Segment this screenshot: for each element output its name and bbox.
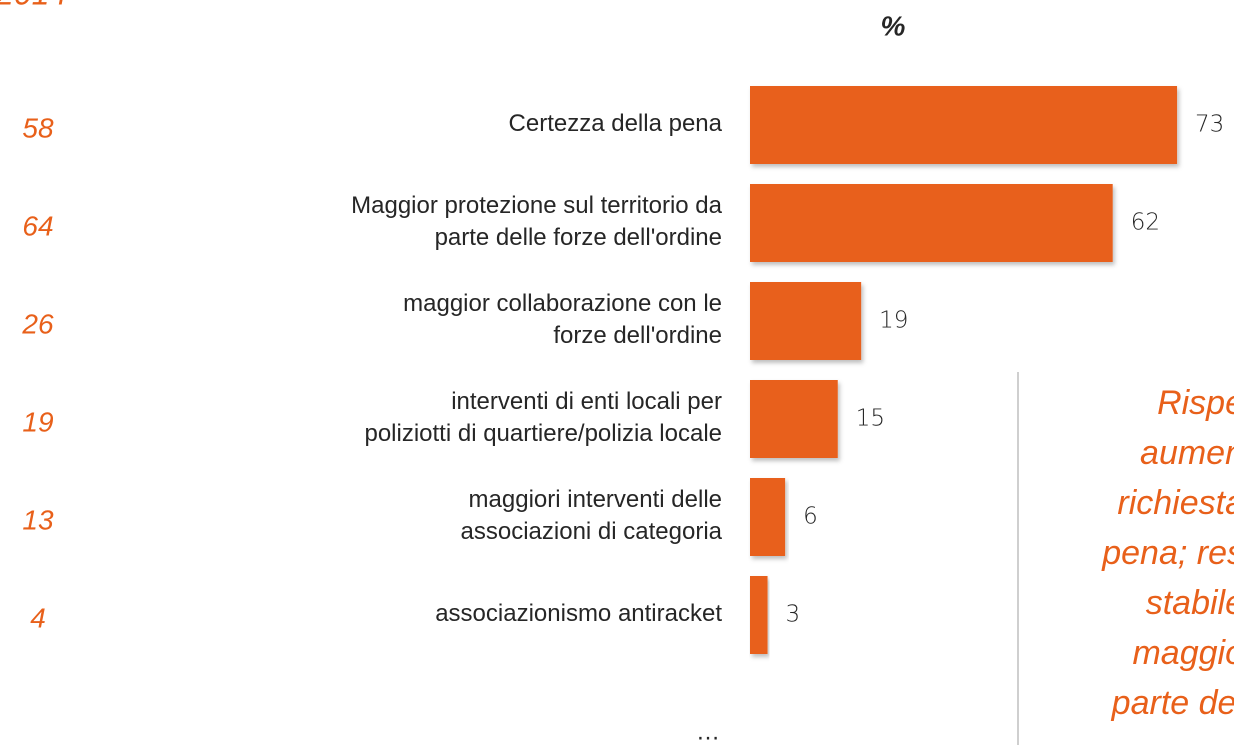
current-header: %: [881, 10, 906, 41]
previous-header: 2014: [0, 0, 67, 11]
category-label: Maggior protezione sul territorio da part…: [351, 192, 723, 251]
previous-value: 13: [22, 504, 54, 535]
category-label: maggiori interventi delle associazioni di…: [461, 486, 723, 545]
category-label: maggior collaborazione con le forze dell'…: [403, 290, 722, 349]
previous-value: 64: [22, 210, 53, 241]
ellipsis: …: [696, 718, 720, 745]
bar: [750, 380, 838, 458]
previous-value: 58: [22, 112, 54, 143]
callout-text: maggio: [1132, 634, 1234, 672]
category-label: interventi di enti locali per poliziotti …: [364, 388, 722, 447]
bar: [750, 184, 1113, 262]
value-label: 15: [856, 406, 885, 432]
callout-text: aumen: [1140, 434, 1234, 472]
bar: [750, 282, 862, 360]
previous-value: 26: [21, 308, 54, 339]
previous-value: 4: [30, 602, 46, 633]
callout-text: Rispe: [1157, 384, 1234, 422]
value-label: 19: [879, 308, 908, 334]
value-label: 73: [1195, 112, 1224, 138]
bar: [750, 478, 786, 556]
category-label: Certezza della pena: [509, 110, 723, 137]
value-label: 6: [803, 504, 818, 530]
bar: [750, 576, 768, 654]
callout-text: stabile: [1146, 584, 1234, 622]
value-label: 3: [786, 602, 801, 628]
callout-text: pena; res: [1101, 534, 1234, 572]
value-label: 62: [1131, 210, 1160, 236]
category-label: associazionismo antiracket: [435, 600, 722, 627]
bar: [750, 86, 1178, 164]
callout-text: richiesta: [1117, 484, 1234, 522]
callout-text: parte del: [1111, 684, 1234, 722]
previous-value: 19: [22, 406, 53, 437]
